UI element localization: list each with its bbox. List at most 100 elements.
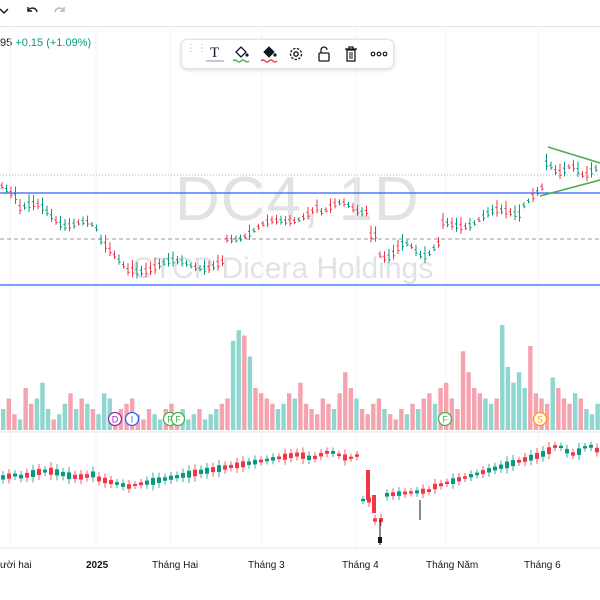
volume-bar — [399, 409, 404, 430]
volume-bar — [79, 398, 84, 430]
indicator-candle — [577, 448, 581, 456]
more-icon[interactable] — [368, 44, 390, 64]
event-marker — [107, 411, 123, 427]
volume-bar — [258, 393, 264, 430]
volume-bar — [292, 398, 297, 430]
indicator-candle — [319, 452, 323, 457]
unlock-icon[interactable] — [313, 44, 335, 64]
volume-bar — [85, 403, 90, 430]
indicator-candle — [313, 455, 317, 459]
volume-bar — [348, 388, 354, 430]
volume-bar — [556, 388, 561, 430]
indicator-candle — [103, 477, 107, 484]
undo-icon[interactable] — [22, 4, 42, 22]
volume-bar — [387, 414, 393, 430]
indicator-candle — [547, 447, 551, 454]
time-axis-label: 2025 — [86, 560, 109, 571]
indicator-candle — [397, 491, 401, 496]
volume-bar — [320, 398, 326, 430]
event-marker-label: F — [175, 415, 181, 425]
indicator-candle — [223, 465, 227, 470]
indicator-candle — [43, 469, 47, 473]
volume-bar — [326, 403, 331, 430]
volume-bar — [62, 403, 68, 430]
text-icon[interactable]: T — [204, 44, 226, 64]
indicator-candle — [379, 518, 383, 522]
settings-icon[interactable] — [285, 44, 307, 64]
indicator-candle — [217, 465, 221, 472]
text-glyph: T — [210, 45, 219, 61]
volume-bar — [337, 393, 342, 430]
indicator-candle — [366, 470, 370, 500]
indicator-candle — [253, 459, 257, 465]
indicator-candle — [511, 460, 515, 467]
volume-bar — [572, 393, 578, 430]
indicator-candle — [415, 490, 419, 494]
indicator-candle — [61, 471, 65, 477]
indicator-candle — [427, 489, 431, 492]
volume-bar — [522, 388, 527, 430]
indicator-candle — [157, 477, 161, 484]
indicator-candle — [283, 453, 287, 460]
indicator-candle — [193, 469, 197, 477]
volume-bar — [432, 403, 438, 430]
indicator-candle — [13, 473, 17, 477]
indicator-candle — [31, 470, 35, 477]
volume-bar — [286, 393, 292, 430]
volume-bar — [6, 398, 12, 430]
volume-bar — [567, 403, 572, 430]
fill-color-icon[interactable] — [230, 44, 252, 64]
volume-bar — [303, 403, 309, 430]
drag-handle-icon[interactable]: ⋮⋮ — [186, 43, 208, 54]
volume-bar — [152, 414, 157, 430]
indicator-candle — [493, 466, 497, 471]
volume-bar — [275, 409, 281, 430]
indicator-candle — [409, 491, 413, 494]
volume-bar — [376, 398, 382, 430]
volume-bar — [550, 377, 555, 430]
volume-bar — [17, 419, 23, 430]
volume-bar — [298, 382, 303, 430]
indicator-candle — [37, 468, 41, 475]
indicator-candle — [139, 482, 143, 486]
event-marker-label: S — [537, 415, 543, 425]
indicator-candle — [439, 483, 443, 487]
indicator-candle — [67, 472, 71, 480]
indicator-candle — [517, 459, 521, 463]
indicator-candle — [163, 477, 167, 481]
volume-bar — [410, 403, 415, 430]
volume-bar — [443, 382, 449, 430]
indicator-candle — [121, 483, 125, 487]
time-axis-label: Tháng 6 — [524, 560, 561, 571]
indicator-candle — [277, 456, 281, 460]
time-axis-label: Tháng Năm — [426, 560, 479, 571]
indicator-candle — [463, 476, 467, 479]
event-marker-label: D — [112, 415, 119, 425]
volume-bar — [208, 414, 213, 430]
volume-bar — [516, 372, 522, 430]
indicator-candle — [361, 498, 365, 502]
indicator-candle — [49, 467, 53, 475]
volume-bar — [29, 403, 34, 430]
indicator-candle — [385, 492, 389, 497]
volume-bar — [315, 414, 320, 430]
volume-bar — [477, 393, 483, 430]
volume-bar — [96, 414, 101, 430]
event-marker-label: F — [167, 415, 173, 425]
redo-icon[interactable] — [50, 4, 70, 22]
volume-bar — [45, 409, 51, 430]
event-marker-label: F — [442, 415, 448, 425]
volume-bar — [40, 382, 45, 430]
indicator-candle — [337, 453, 341, 457]
indicator-candle — [271, 457, 275, 461]
indicator-candle — [181, 472, 185, 478]
dropdown-chevron-icon[interactable] — [0, 4, 14, 22]
volume-bar — [242, 335, 247, 430]
trash-icon[interactable] — [340, 44, 362, 64]
line-color-icon[interactable] — [258, 44, 280, 64]
indicator-candle — [25, 472, 29, 478]
volume-bar — [247, 356, 253, 430]
indicator-candle — [265, 458, 269, 462]
indicator-candle — [529, 454, 533, 461]
